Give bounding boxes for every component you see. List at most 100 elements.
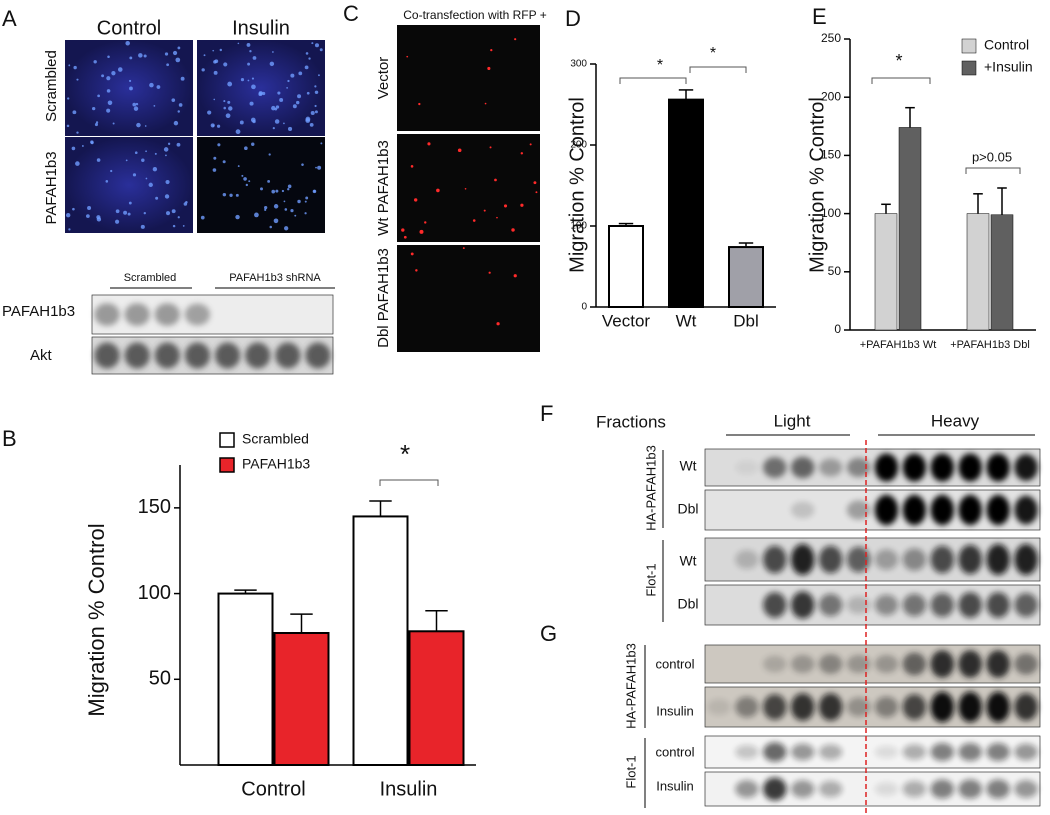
x-tick-label: Control: [241, 778, 305, 800]
band: [707, 699, 731, 715]
band: [818, 744, 843, 760]
bar: [990, 214, 1014, 331]
band: [735, 550, 759, 569]
band: [930, 494, 955, 526]
cell: [319, 48, 323, 52]
group-label: Light: [774, 411, 811, 430]
cell: [272, 127, 275, 130]
legend-label: Control: [984, 37, 1029, 53]
band: [818, 693, 843, 721]
cell: [165, 211, 171, 216]
band: [902, 652, 927, 676]
blot: [704, 489, 1041, 531]
cell: [165, 179, 170, 185]
cell: [129, 86, 133, 91]
cell: [86, 214, 90, 218]
cell: [140, 224, 145, 229]
band: [94, 303, 120, 326]
bar: [608, 225, 644, 308]
cell: [164, 194, 170, 199]
cell: [213, 156, 217, 160]
cell: [513, 274, 517, 278]
band: [986, 592, 1010, 618]
legend-swatch: [219, 432, 235, 448]
band: [902, 780, 927, 798]
micrograph: [397, 134, 540, 242]
band: [735, 460, 759, 475]
cell: [317, 165, 322, 170]
cell: [272, 51, 274, 53]
y-tick-label: 300: [570, 59, 587, 70]
cell: [134, 151, 138, 155]
y-tick-label: 250: [821, 31, 841, 45]
cell: [143, 211, 146, 215]
cell: [315, 166, 317, 169]
band: [790, 743, 815, 761]
band: [902, 494, 927, 526]
row-label: Scrambled: [43, 50, 60, 122]
cell: [217, 143, 221, 147]
row-label: PAFAH1b3: [43, 151, 60, 224]
cell: [248, 180, 251, 183]
band: [986, 544, 1010, 575]
band: [958, 494, 982, 526]
cell: [156, 85, 161, 89]
cell: [292, 104, 297, 109]
annotation: *: [710, 45, 716, 62]
cell: [290, 73, 295, 78]
band: [818, 458, 843, 477]
cell: [110, 169, 113, 173]
cell: [296, 100, 300, 105]
cell: [268, 153, 271, 156]
cell: [320, 142, 323, 145]
panel-title: Co-transfection with RFP +: [403, 8, 547, 22]
band: [874, 782, 899, 796]
blot-row-label: control: [655, 656, 694, 671]
cell: [271, 189, 276, 194]
band: [763, 545, 787, 574]
cell: [237, 165, 240, 168]
band: [874, 696, 899, 718]
band: [930, 779, 955, 799]
bar: [728, 246, 764, 308]
column-label: Control: [97, 17, 161, 39]
band: [790, 591, 815, 619]
band: [958, 544, 982, 575]
band: [1014, 653, 1038, 675]
cell: [96, 158, 101, 162]
cell: [249, 101, 254, 106]
panel-label: C: [343, 1, 359, 26]
blot-group-label: PAFAH1b3 shRNA: [229, 272, 321, 284]
cell: [227, 81, 233, 87]
cell: [264, 205, 268, 210]
panel-label: B: [2, 426, 17, 451]
cell: [229, 193, 233, 197]
band: [1014, 593, 1038, 617]
cell: [304, 200, 307, 203]
cell: [314, 110, 318, 114]
cell: [76, 131, 79, 134]
band: [214, 342, 241, 369]
cell: [213, 60, 217, 64]
column-label: Insulin: [232, 17, 290, 39]
band: [1014, 544, 1038, 575]
cell: [275, 105, 280, 109]
y-tick-label: 200: [821, 89, 841, 103]
blot: [704, 584, 1041, 626]
legend-label: +Insulin: [984, 59, 1033, 75]
cell: [93, 60, 97, 64]
cell: [67, 97, 70, 100]
cell: [212, 168, 217, 172]
cell: [207, 110, 212, 115]
cell: [262, 91, 266, 96]
cell: [95, 121, 99, 124]
annotation: *: [895, 51, 902, 71]
cell: [484, 102, 487, 105]
bar: [874, 213, 898, 331]
cell: [483, 209, 486, 212]
cell: [71, 146, 76, 151]
annotation: *: [657, 57, 663, 74]
group-label: Heavy: [931, 411, 980, 430]
y-tick-label: 150: [138, 496, 171, 518]
y-tick-label: 50: [149, 668, 171, 690]
